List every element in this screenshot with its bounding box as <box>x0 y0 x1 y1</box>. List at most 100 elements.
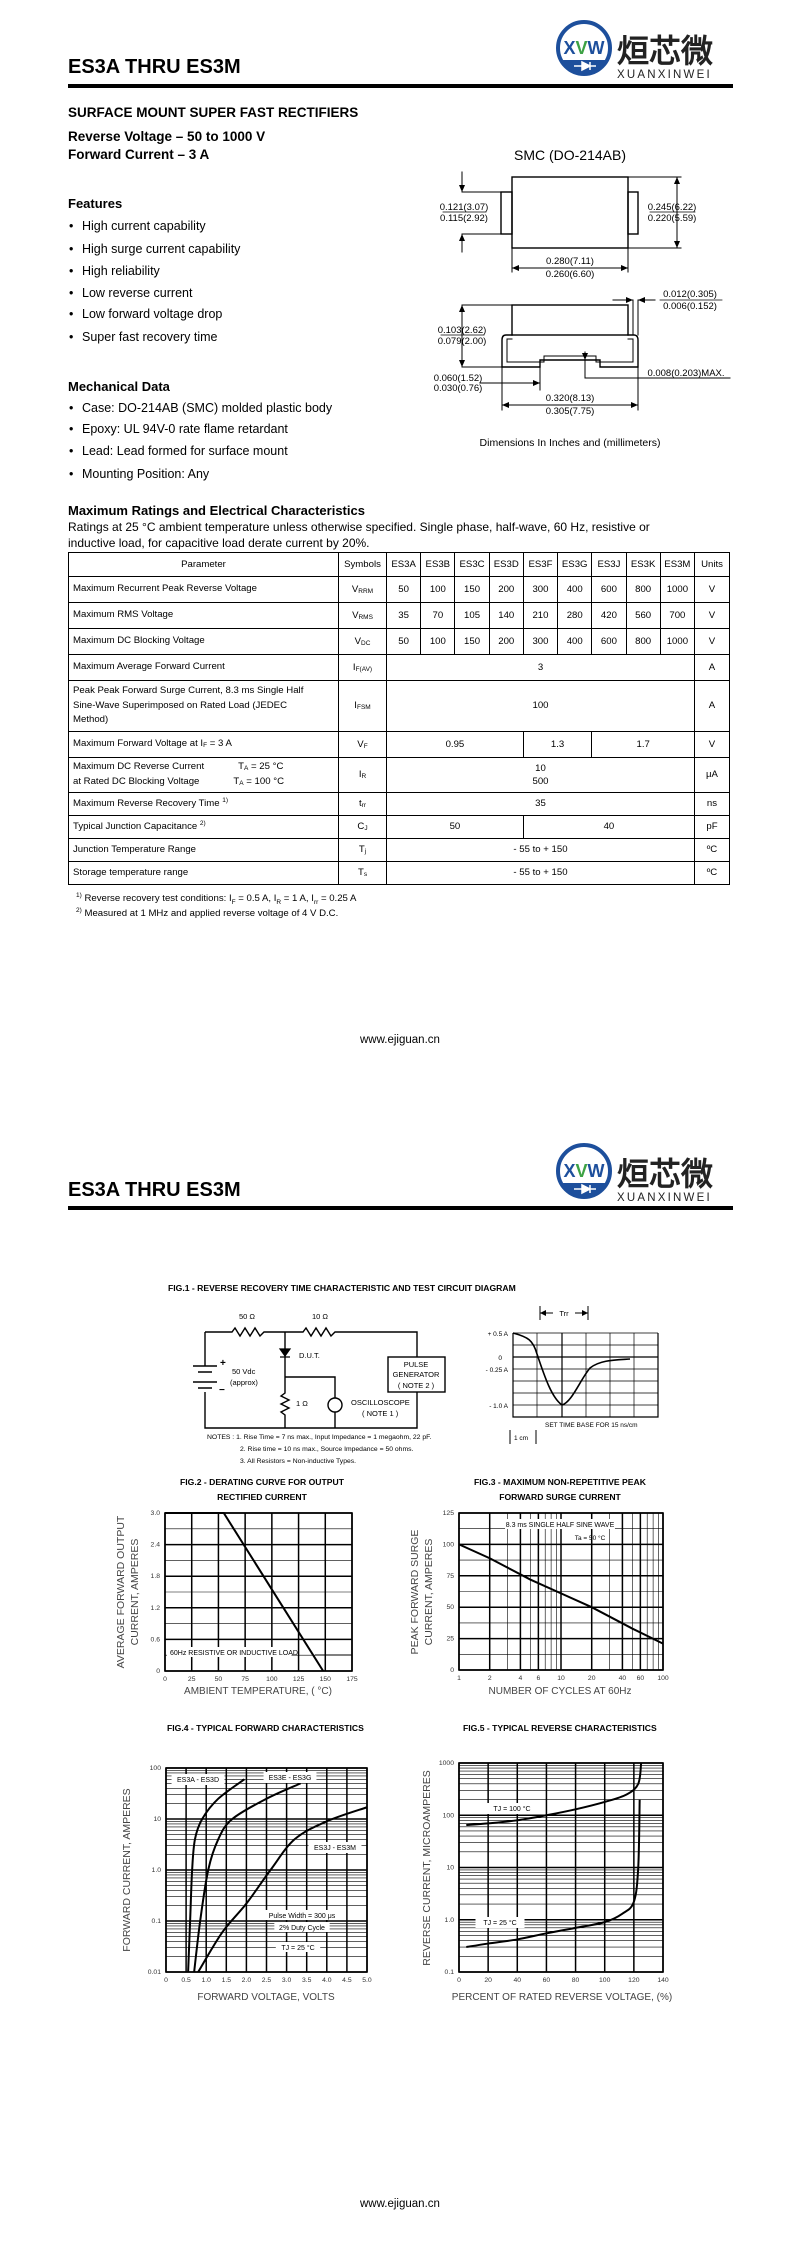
x-tick-label: 150 <box>320 1676 332 1683</box>
logo-latin: XUANXINWEI <box>617 69 712 81</box>
unit-cell: V <box>694 602 730 629</box>
pulse-label: ( NOTE 2 ) <box>398 1381 435 1390</box>
symbol: V <box>351 583 359 595</box>
series-line <box>458 1543 664 1645</box>
column-header: ES3C <box>454 552 490 577</box>
y-tick-label: 100 <box>150 1765 162 1772</box>
product-heading: SURFACE MOUNT SUPER FAST RECTIFIERS <box>68 105 359 120</box>
resistor-label: 10 Ω <box>312 1312 328 1321</box>
value: 100 <box>429 583 446 595</box>
dim-label: 0.060(1.52) <box>434 373 483 384</box>
symbol-cell: IF(AV) <box>338 654 387 681</box>
value: 210 <box>532 609 549 621</box>
source-label: (approx) <box>230 1378 258 1387</box>
dim-label: 0.008(0.203)MAX. <box>647 368 724 379</box>
parameter-cell: Maximum DC Reverse Current TA = 25 °C at R… <box>68 757 339 793</box>
value: 400 <box>566 635 583 647</box>
series-line <box>187 1778 245 1973</box>
value: 70 <box>432 609 444 621</box>
label-background <box>263 1772 317 1783</box>
footer-url[interactable]: www.ejiguan.cn <box>360 1034 440 1046</box>
symbol: I <box>358 769 362 781</box>
symbol-cell: Ts <box>338 861 387 885</box>
x-tick-label: 1 <box>457 1675 461 1682</box>
ratings-table: Parameter Symbols ES3A ES3B ES3C ES3D ES3F ES3G… <box>68 552 730 885</box>
value-cell: 0.95 <box>386 731 524 758</box>
wave-label: - 0.25 A <box>486 1367 509 1374</box>
label-background <box>167 1647 292 1657</box>
reverse-voltage: Reverse Voltage – 50 to 1000 V <box>68 129 266 144</box>
oscilloscope-icon <box>327 1397 343 1413</box>
symbol-cell: CJ <box>338 815 387 839</box>
logo-mark: XVW <box>563 1161 604 1181</box>
chart-annotation: TJ = 25 °C <box>281 1944 314 1952</box>
footer-url[interactable]: www.ejiguan.cn <box>360 2198 440 2210</box>
value-cell: 50 <box>385 576 422 603</box>
text-segment: 1) <box>76 892 82 899</box>
symbol: C <box>357 821 365 833</box>
x-tick-label: 0 <box>457 1977 461 1984</box>
footnote: 2) Measured at 1 MHz and applied reverse… <box>76 907 338 919</box>
text-segment: F <box>203 742 208 750</box>
x-tick-label: 175 <box>346 1676 358 1683</box>
value: 35 <box>398 609 409 621</box>
label-background <box>308 1842 362 1853</box>
plus-label: + <box>220 1358 226 1369</box>
plot-frame <box>458 1762 664 1973</box>
value-cell: 210 <box>522 602 559 629</box>
package-title: SMC (DO-214AB) <box>514 147 626 163</box>
package-caption: Dimensions In Inches and (millimeters) <box>480 437 661 449</box>
y-tick-label: 10 <box>153 1816 161 1823</box>
logo-latin: XUANXINWEI <box>617 1192 712 1204</box>
note: NOTES : 1. Rise Time = 7 ns max., Input … <box>207 1434 432 1441</box>
y-tick-label: 0.1 <box>152 1918 162 1925</box>
header-rule <box>68 84 733 88</box>
parameter-line: Method) <box>73 713 335 728</box>
text-segment: Junction Temperature Range <box>73 843 197 855</box>
fig1-title: FIG.1 - REVERSE RECOVERY TIME CHARACTERI… <box>168 1283 516 1293</box>
value: 200 <box>498 635 515 647</box>
value: 1000 <box>666 635 689 647</box>
x-tick-label: 120 <box>628 1977 640 1984</box>
value: 500 <box>532 776 549 787</box>
value-cell: 1.3 <box>522 731 593 758</box>
unit-cell: V <box>694 731 730 758</box>
value: 100 <box>532 700 549 712</box>
timebase-label: SET TIME BASE FOR 15 ns/cm <box>545 1422 638 1429</box>
mechanical-item: • Mounting Position: Any <box>69 467 210 481</box>
y-tick-label: 3.0 <box>151 1510 161 1517</box>
x-tick-label: 4.5 <box>342 1977 352 1984</box>
charts: FIG.2 - DERATING CURVE FOR OUTPUT RECTIFI… <box>115 1477 672 2003</box>
chart-annotation: 2% Duty Cycle <box>279 1925 325 1932</box>
resistor-icon <box>205 1326 418 1357</box>
unit-cell: A <box>694 680 730 732</box>
resistor-label: 1 Ω <box>296 1399 308 1408</box>
ratings-note: inductive load, for capacitive load dera… <box>68 536 370 550</box>
plot-frame <box>458 1512 664 1671</box>
label-background <box>485 1803 539 1814</box>
value: 50 <box>398 583 409 595</box>
value: 300 <box>532 635 549 647</box>
label-background <box>475 1917 525 1928</box>
value: 105 <box>464 609 481 621</box>
symbol-subscript: R <box>361 773 367 781</box>
x-tick-label: 0 <box>163 1676 167 1683</box>
parameter-line: at Rated DC Blocking Voltage TA = 100 °C <box>73 775 335 790</box>
x-tick-label: 40 <box>619 1675 627 1682</box>
value: 200 <box>498 583 515 595</box>
unit-cell: ºC <box>694 838 730 862</box>
diode-icon <box>574 1183 596 1195</box>
text-segment: = 0.5 A, I <box>235 893 277 905</box>
dim-label: 0.260(6.60) <box>546 269 595 280</box>
y-axis-title: CURRENT, AMPERES <box>129 1539 141 1646</box>
table-row: Maximum Recurrent Peak Reverse Voltage VR… <box>68 576 730 603</box>
page-title: ES3A THRU ES3M <box>68 56 241 78</box>
value-cell: 280 <box>557 602 593 629</box>
symbol: I <box>354 700 357 712</box>
series-label: TJ = 100 °C <box>493 1805 530 1813</box>
text-segment: Maximum Recurrent Peak Reverse Voltage <box>73 583 257 595</box>
pulse-label: PULSE <box>404 1360 429 1369</box>
y-tick-label: 0 <box>156 1668 160 1675</box>
x-tick-label: 2 <box>488 1675 492 1682</box>
x-axis-title: PERCENT OF RATED REVERSE VOLTAGE, (%) <box>452 1992 672 2003</box>
